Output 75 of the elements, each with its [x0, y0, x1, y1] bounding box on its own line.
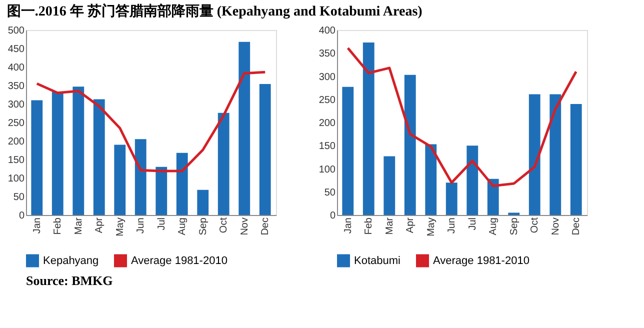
bar [114, 144, 126, 215]
y-tick-label: 250 [318, 94, 336, 106]
y-tick-label: 100 [318, 164, 336, 176]
x-tick-label: Jun [136, 218, 147, 234]
y-tick-label: 0 [330, 210, 336, 222]
bar [425, 144, 437, 215]
x-tick-label: Jul [467, 218, 478, 230]
x-tick-label: Mar [384, 216, 396, 235]
x-tick-label: Apr [94, 216, 106, 234]
x-tick-label: Aug [177, 218, 188, 236]
x-tick-label: Dec [260, 218, 272, 236]
y-tick-label: 300 [8, 100, 25, 110]
y-tick-label: 150 [8, 155, 25, 166]
bar [156, 166, 168, 215]
x-tick-label: Feb [52, 217, 64, 235]
y-tick-label: 0 [18, 210, 25, 222]
y-tick-label: 500 [8, 26, 25, 36]
bar [134, 139, 146, 215]
x-tick-label: Sep [198, 217, 209, 236]
x-tick-label: May [426, 218, 437, 236]
bar [362, 42, 374, 215]
chart-title: 图一.2016 年 苏门答腊南部降雨量 (Kepahyang and Kotabumi Areas) [6, 2, 423, 20]
legend-label: Average 1981-2010 [131, 254, 228, 267]
y-tick-label: 50 [13, 192, 25, 203]
y-tick-label: 200 [318, 118, 336, 129]
y-tick-label: 300 [318, 72, 336, 83]
x-tick-label: Mar [73, 216, 84, 235]
x-tick-label: Sep [508, 217, 520, 236]
source-note: Source: BMKG [26, 273, 113, 288]
y-tick-label: 400 [318, 26, 336, 36]
bar [570, 104, 582, 215]
y-tick-label: 350 [318, 48, 336, 60]
line-series [36, 70, 266, 172]
bar [52, 92, 64, 215]
y-tick-label: 200 [8, 136, 25, 148]
x-tick-label: Apr [405, 216, 416, 234]
bar [176, 152, 188, 215]
x-tick-label: Dec [571, 218, 582, 236]
x-tick-label: Nov [550, 218, 562, 236]
y-tick-label: 400 [8, 62, 25, 74]
bar [238, 42, 250, 215]
x-tick-label: Jun [446, 218, 458, 234]
bar [384, 156, 396, 215]
legend-label: Kotabumi [354, 254, 400, 267]
y-tick-label: 350 [8, 81, 25, 92]
bar [218, 112, 230, 215]
bar [259, 84, 271, 215]
x-tick-label: Feb [364, 217, 375, 235]
bar [487, 178, 499, 215]
x-tick-label: May [114, 218, 126, 236]
line-series [346, 46, 578, 188]
bar [466, 146, 478, 215]
x-tick-label: Aug [488, 218, 500, 236]
legend-label: Average 1981-2010 [433, 254, 530, 267]
bar [404, 74, 416, 215]
legend-label: Kepahyang [43, 254, 99, 267]
bar [72, 86, 84, 215]
y-tick-label: 100 [8, 174, 25, 184]
bar [446, 182, 458, 215]
y-tick-label: 50 [324, 187, 336, 198]
x-tick-label: Nov [239, 218, 250, 236]
y-tick-label: 250 [8, 118, 25, 129]
y-tick-label: 150 [318, 141, 336, 152]
bar [342, 86, 354, 215]
bar [550, 94, 562, 215]
x-tick-label: Oct [530, 217, 541, 234]
bar [197, 190, 209, 215]
y-tick-label: 450 [8, 44, 25, 55]
bar [31, 100, 43, 215]
x-tick-label: Jul [156, 218, 168, 230]
x-tick-label: Oct [218, 217, 230, 234]
x-tick-label: Jan [32, 218, 43, 234]
bar [93, 99, 105, 215]
x-tick-label: Jan [342, 218, 354, 234]
bar [528, 94, 540, 215]
